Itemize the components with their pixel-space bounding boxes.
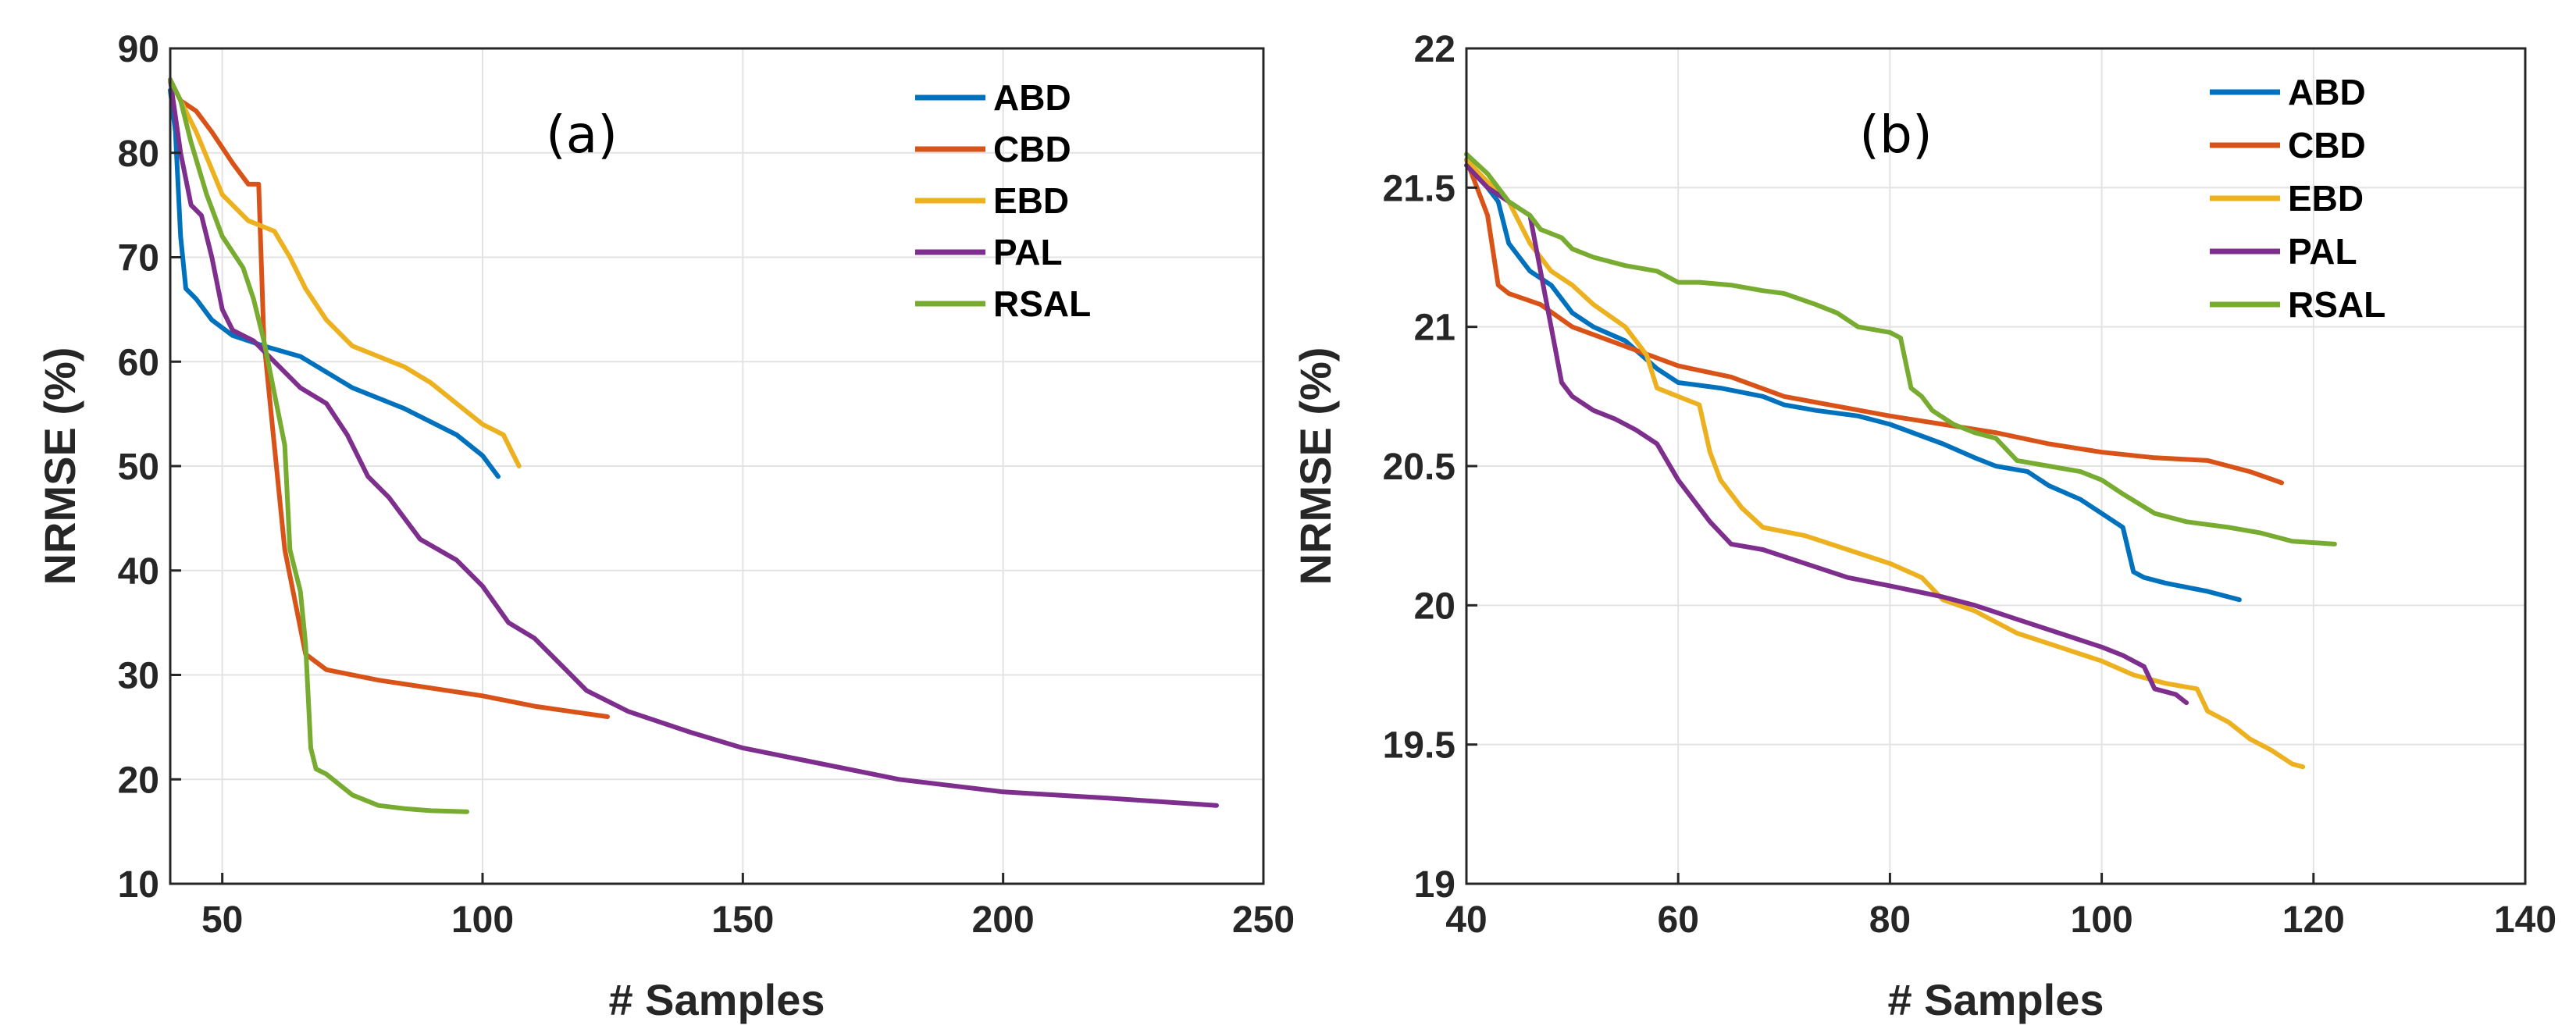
y-tick-label-a-2: 30 <box>118 656 159 697</box>
y-tick-label-b-0: 19 <box>1414 864 1455 906</box>
x-tick-label-a-0: 50 <box>201 899 243 941</box>
panel-label-b: (b) <box>1859 105 1932 165</box>
panel-label-a: (a) <box>546 105 618 165</box>
legend-label-a-abd: ABD <box>993 77 1071 118</box>
x-tick-label-b-4: 120 <box>2282 899 2345 941</box>
grid-a <box>170 48 1263 884</box>
y-tick-label-a-0: 10 <box>118 864 159 906</box>
x-tick-label-b-1: 60 <box>1658 899 1699 941</box>
legend-b: ABD CBD EBD PAL RSAL <box>2210 72 2385 325</box>
chart-panel-a: 50 100 150 200 250 10 20 30 40 50 60 70 80 90 # Samp… <box>35 29 1295 1024</box>
y-tick-label-b-2: 20 <box>1414 586 1455 627</box>
y-ticks-a: 10 20 30 40 50 60 70 80 90 <box>118 29 181 906</box>
series-line-a-rsal <box>168 77 469 814</box>
x-tick-label-a-1: 100 <box>451 899 514 941</box>
y-tick-label-a-8: 90 <box>118 29 159 70</box>
y-axis-label-a: NRMSE (%) <box>35 347 84 586</box>
series-lines-a <box>168 77 1219 814</box>
series-line-a-pal <box>168 77 1219 808</box>
legend-label-b-cbd: CBD <box>2288 125 2366 166</box>
y-tick-label-b-3: 20.5 <box>1383 447 1455 488</box>
x-axis-label-a: # Samples <box>608 975 825 1024</box>
y-tick-label-a-7: 80 <box>118 134 159 175</box>
x-tick-label-b-5: 140 <box>2494 899 2556 941</box>
legend-label-a-rsal: RSAL <box>993 283 1091 324</box>
series-line-a-ebd <box>168 77 522 468</box>
y-axis-label-b: NRMSE (%) <box>1291 347 1340 586</box>
series-lines-b <box>1464 151 2337 770</box>
legend-label-b-pal: PAL <box>2288 231 2357 272</box>
y-tick-label-a-3: 40 <box>118 551 159 593</box>
legend-label-a-ebd: EBD <box>993 180 1069 221</box>
y-tick-label-a-4: 50 <box>118 447 159 488</box>
x-tick-label-b-3: 100 <box>2071 899 2133 941</box>
legend-a: ABD CBD EBD PAL RSAL <box>915 77 1091 324</box>
series-line-a-abd <box>168 87 501 479</box>
legend-label-b-ebd: EBD <box>2288 178 2364 219</box>
y-tick-label-b-1: 19.5 <box>1383 725 1455 767</box>
x-tick-label-a-4: 250 <box>1232 899 1295 941</box>
series-line-a-cbd <box>168 77 610 719</box>
chart-panel-b: 40 60 80 100 120 140 19 19.5 20 20.5 21 21.5 22 # S… <box>1291 29 2556 1024</box>
legend-label-a-cbd: CBD <box>993 129 1071 169</box>
x-ticks-b: 40 60 80 100 120 140 <box>1445 873 2556 941</box>
y-tick-label-b-4: 21 <box>1414 308 1455 349</box>
y-tick-label-b-5: 21.5 <box>1383 168 1455 209</box>
x-axis-label-b: # Samples <box>1887 975 2104 1024</box>
legend-label-b-abd: ABD <box>2288 72 2366 112</box>
x-ticks-a: 50 100 150 200 250 <box>201 873 1295 941</box>
y-ticks-b: 19 19.5 20 20.5 21 21.5 22 <box>1383 29 1477 906</box>
grid-b <box>1466 48 2525 884</box>
y-tick-label-a-6: 70 <box>118 238 159 279</box>
y-tick-label-b-6: 22 <box>1414 29 1455 70</box>
series-line-b-cbd <box>1464 157 2285 486</box>
series-line-b-ebd <box>1464 157 2306 770</box>
x-tick-label-b-2: 80 <box>1869 899 1911 941</box>
series-line-b-rsal <box>1464 151 2337 546</box>
x-tick-label-a-2: 150 <box>711 899 774 941</box>
legend-label-b-rsal: RSAL <box>2288 284 2385 325</box>
series-line-b-abd <box>1464 157 2242 603</box>
y-tick-label-a-5: 60 <box>118 342 159 383</box>
x-tick-label-b-0: 40 <box>1445 899 1487 941</box>
y-tick-label-a-1: 20 <box>118 760 159 801</box>
series-line-b-pal <box>1464 162 2189 706</box>
legend-label-a-pal: PAL <box>993 232 1063 272</box>
x-tick-label-a-3: 200 <box>972 899 1035 941</box>
